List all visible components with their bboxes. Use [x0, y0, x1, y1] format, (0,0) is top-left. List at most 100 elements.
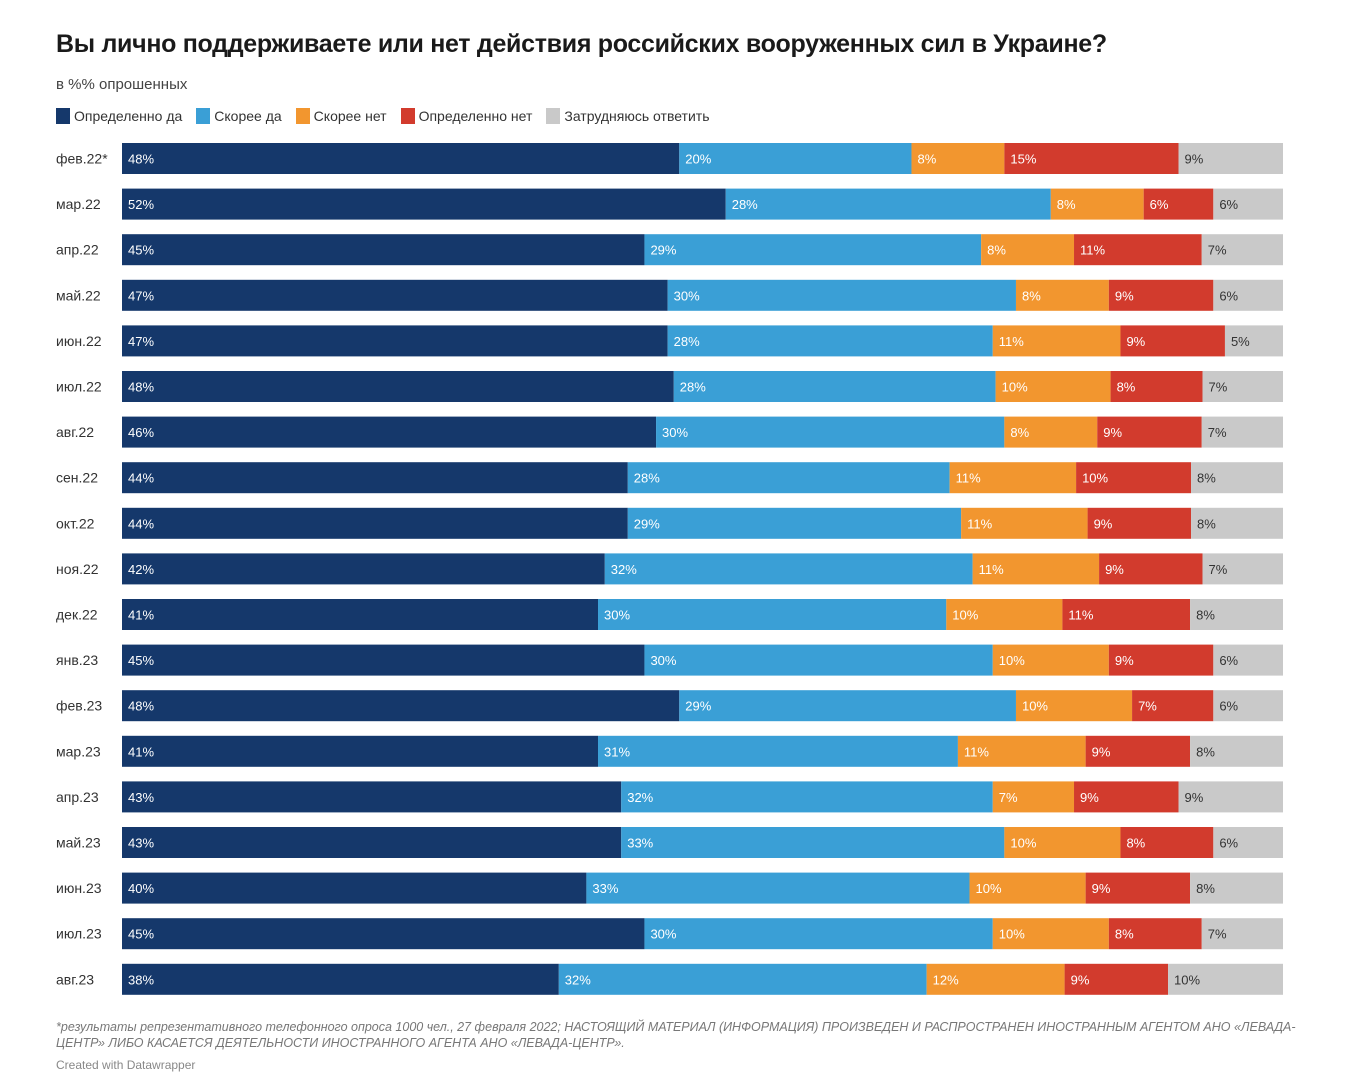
data-label-definitely-no: 7%	[1138, 699, 1157, 714]
bar-segment-definitely-no	[1108, 644, 1214, 676]
legend-item-hard-to-say: Затрудняюсь ответить	[546, 108, 709, 124]
stacked-bar-chart: фев.22* 48% 20% 8% 15% 9% мар.22 52% 28% 8% 6% 6% ап…	[56, 143, 1283, 995]
data-label-hard-to-say: 7%	[1209, 380, 1228, 395]
data-label-rather-no: 11%	[979, 562, 1004, 577]
bar-segment-hard-to-say	[1213, 690, 1283, 722]
legend-item-definitely-yes: Определенно да	[56, 108, 182, 124]
bar-segment-rather-no	[992, 325, 1121, 357]
chart-title: Вы лично поддерживаете или нет действия …	[56, 30, 1107, 58]
bar-segment-hard-to-say	[1213, 827, 1283, 858]
data-label-rather-yes: 30%	[650, 653, 676, 668]
category-label: сен.22	[56, 470, 98, 486]
data-label-definitely-no: 9%	[1094, 516, 1113, 531]
bar-segment-definitely-no	[1074, 234, 1202, 266]
data-label-rather-no: 10%	[1010, 836, 1036, 851]
data-label-rather-no: 8%	[1010, 425, 1029, 440]
data-label-definitely-yes: 45%	[128, 243, 154, 258]
bar-segment-definitely-no	[1085, 872, 1191, 904]
category-label: ноя.22	[56, 561, 99, 577]
chart-footnote: *результаты репрезентативного телефонног…	[56, 1020, 1296, 1050]
bar-segment-rather-yes	[679, 143, 912, 174]
data-label-hard-to-say: 7%	[1208, 425, 1227, 440]
bar-segment-rather-yes	[586, 872, 970, 904]
data-label-hard-to-say: 5%	[1231, 334, 1250, 349]
bar-segment-rather-yes	[644, 918, 993, 950]
category-label: мар.22	[56, 196, 101, 212]
data-label-rather-yes: 33%	[592, 881, 618, 896]
bar-segment-definitely-no	[1120, 325, 1225, 357]
category-label: янв.23	[56, 652, 98, 668]
bar-segment-hard-to-say	[1213, 188, 1283, 220]
legend-label-definitely-no: Определенно нет	[418, 108, 533, 124]
bar-segment-rather-no	[957, 735, 1086, 767]
data-label-rather-no: 8%	[1022, 288, 1041, 303]
bar-segment-rather-no	[969, 872, 1086, 904]
data-label-hard-to-say: 6%	[1219, 197, 1238, 212]
bar-segment-rather-no	[1015, 690, 1133, 722]
bar-segment-rather-no	[992, 918, 1109, 950]
bar-segment-definitely-yes	[122, 918, 645, 950]
category-label: июн.22	[56, 333, 102, 349]
bar-segment-rather-no	[995, 371, 1111, 402]
bar-segment-rather-no	[1004, 827, 1121, 858]
category-label: авг.23	[56, 971, 94, 987]
data-label-definitely-no: 9%	[1105, 562, 1124, 577]
bar-segment-rather-no	[949, 462, 1077, 494]
data-label-hard-to-say: 7%	[1209, 562, 1228, 577]
data-label-definitely-yes: 45%	[128, 653, 154, 668]
data-label-rather-no: 11%	[964, 744, 989, 759]
bar-segment-rather-yes	[627, 462, 950, 494]
data-label-hard-to-say: 6%	[1219, 836, 1238, 851]
category-label: июл.22	[56, 379, 102, 395]
category-label: апр.22	[56, 242, 99, 258]
data-label-hard-to-say: 6%	[1219, 288, 1238, 303]
data-label-rather-no: 11%	[999, 334, 1024, 349]
data-label-definitely-no: 9%	[1080, 790, 1099, 805]
data-label-hard-to-say: 7%	[1208, 927, 1227, 942]
data-label-rather-yes: 29%	[685, 699, 711, 714]
data-label-rather-no: 7%	[999, 790, 1018, 805]
bar-segment-definitely-yes	[122, 690, 680, 722]
legend-swatch-definitely-yes	[56, 108, 70, 124]
data-label-rather-yes: 32%	[627, 790, 653, 805]
data-label-definitely-no: 10%	[1082, 471, 1108, 486]
data-label-rather-yes: 29%	[634, 516, 660, 531]
data-label-rather-yes: 30%	[674, 288, 700, 303]
data-label-rather-yes: 20%	[685, 152, 711, 167]
data-label-rather-yes: 30%	[650, 927, 676, 942]
bar-segment-rather-no	[992, 781, 1075, 813]
data-label-definitely-yes: 48%	[128, 699, 154, 714]
bar-segment-definitely-yes	[122, 143, 680, 174]
data-label-definitely-no: 9%	[1103, 425, 1122, 440]
bar-segment-definitely-no	[1076, 462, 1192, 494]
bar-segment-definitely-no	[1132, 690, 1214, 722]
data-label-rather-no: 10%	[1002, 380, 1028, 395]
data-label-definitely-yes: 43%	[128, 836, 154, 851]
data-label-rather-yes: 29%	[650, 243, 676, 258]
data-label-definitely-no: 9%	[1115, 653, 1134, 668]
bar-segment-definitely-yes	[122, 325, 668, 357]
legend-swatch-rather-no	[295, 108, 310, 124]
bar-segment-definitely-yes	[122, 188, 726, 220]
bar-segment-rather-no	[1050, 188, 1144, 220]
category-label: фев.22*	[56, 151, 108, 167]
bar-segment-definitely-no	[1108, 918, 1202, 950]
data-label-rather-yes: 31%	[604, 744, 630, 759]
data-label-rather-no: 11%	[967, 516, 992, 531]
bar-segment-rather-yes	[656, 416, 1005, 448]
bar-segment-definitely-no	[1120, 827, 1214, 858]
bar-segment-hard-to-say	[1202, 371, 1283, 402]
data-label-definitely-no: 9%	[1071, 972, 1090, 987]
category-label: фев.23	[56, 698, 102, 714]
data-label-definitely-yes: 42%	[128, 562, 154, 577]
data-label-definitely-no: 9%	[1126, 334, 1145, 349]
bar-segment-rather-no	[926, 963, 1065, 995]
bar-segment-rather-yes	[667, 325, 993, 357]
data-label-definitely-no: 8%	[1115, 927, 1134, 942]
bar-segment-definitely-no	[1087, 507, 1192, 539]
data-label-definitely-yes: 41%	[128, 744, 154, 759]
data-label-definitely-yes: 47%	[128, 288, 154, 303]
data-label-hard-to-say: 9%	[1185, 790, 1204, 805]
bar-segment-definitely-yes	[122, 553, 605, 585]
bar-segment-hard-to-say	[1191, 462, 1283, 494]
